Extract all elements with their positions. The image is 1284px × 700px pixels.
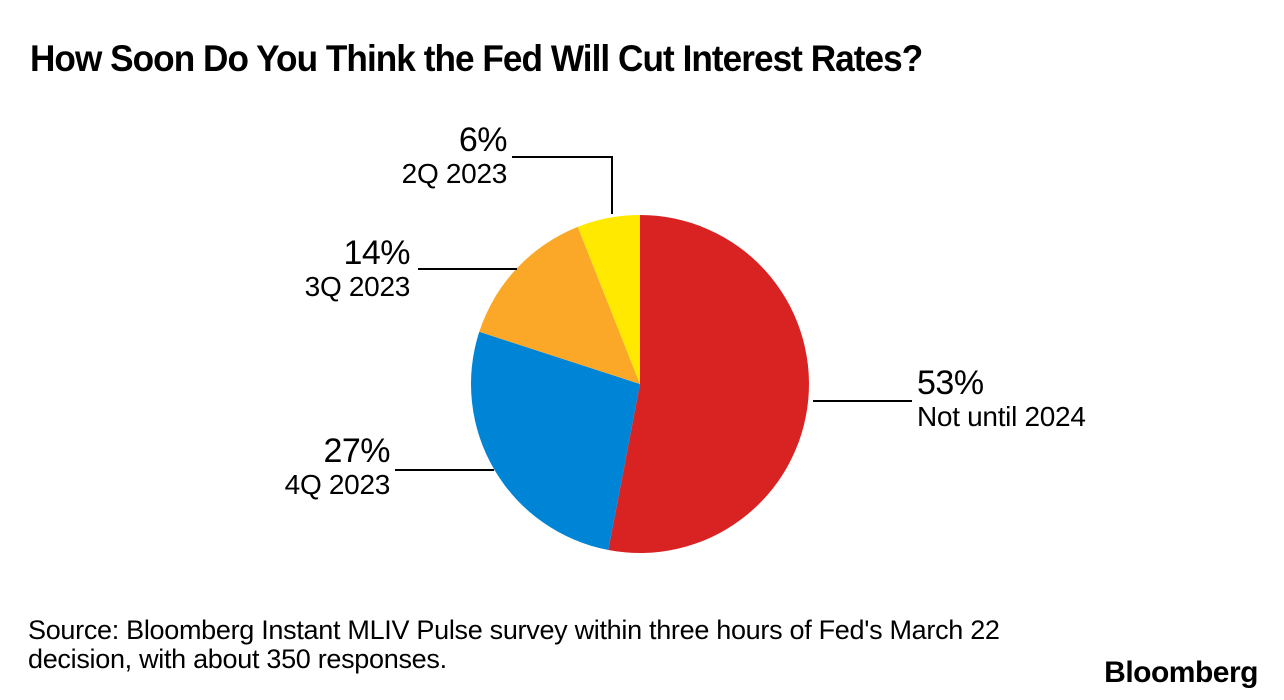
slice-pct-2q-2023: 6%: [458, 121, 508, 159]
slice-pct-not-until-2024: 53%: [917, 364, 984, 402]
slice-name-4q-2023: 4Q 2023: [284, 469, 391, 500]
slice-pct-3q-2023: 14%: [343, 234, 410, 272]
pie-slices: [470, 215, 809, 554]
slice-name-not-until-2024: Not until 2024: [917, 401, 1086, 432]
callout-line-2q-2023: [512, 156, 613, 214]
bloomberg-logo: Bloomberg: [1104, 656, 1258, 689]
pie-slice-not-until-2024: [608, 215, 809, 554]
slice-pct-4q-2023: 27%: [323, 432, 390, 470]
pie-slice-4q-2023: [470, 331, 640, 551]
callout-label-not-until-2024: 53% Not until 2024: [917, 364, 1086, 432]
chart-title: How Soon Do You Think the Fed Will Cut I…: [30, 38, 923, 79]
slice-name-2q-2023: 2Q 2023: [401, 158, 508, 189]
source-note: Source: Bloomberg Instant MLIV Pulse sur…: [28, 616, 1000, 674]
source-note-line2: decision, with about 350 responses.: [28, 644, 447, 674]
pie-slice-3q-2023: [479, 226, 640, 384]
slice-name-3q-2023: 3Q 2023: [304, 271, 411, 302]
callout-label-2q-2023: 6% 2Q 2023: [401, 121, 508, 189]
callout-label-3q-2023: 14% 3Q 2023: [304, 234, 411, 302]
pie-slice-2q-2023: [577, 215, 640, 384]
callout-label-4q-2023: 27% 4Q 2023: [284, 432, 391, 500]
source-note-line1: Source: Bloomberg Instant MLIV Pulse sur…: [28, 615, 1000, 645]
